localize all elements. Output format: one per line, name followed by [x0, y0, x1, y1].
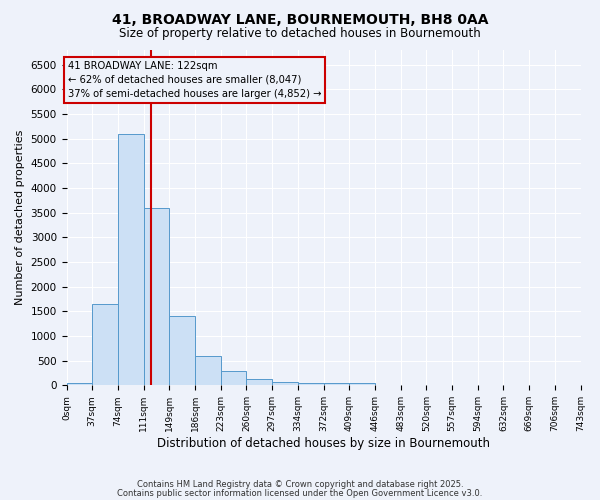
Bar: [169, 316, 195, 386]
Bar: [67, 383, 92, 386]
Bar: [272, 382, 298, 386]
Bar: [118, 134, 143, 386]
X-axis label: Distribution of detached houses by size in Bournemouth: Distribution of detached houses by size …: [157, 437, 490, 450]
Y-axis label: Number of detached properties: Number of detached properties: [15, 130, 25, 306]
Text: Contains HM Land Registry data © Crown copyright and database right 2025.: Contains HM Land Registry data © Crown c…: [137, 480, 463, 489]
Text: Size of property relative to detached houses in Bournemouth: Size of property relative to detached ho…: [119, 28, 481, 40]
Bar: [221, 370, 247, 386]
Text: 41 BROADWAY LANE: 122sqm
← 62% of detached houses are smaller (8,047)
37% of sem: 41 BROADWAY LANE: 122sqm ← 62% of detach…: [68, 61, 322, 99]
Bar: [298, 383, 323, 386]
Bar: [323, 383, 349, 386]
Text: Contains public sector information licensed under the Open Government Licence v3: Contains public sector information licen…: [118, 488, 482, 498]
Bar: [92, 304, 118, 386]
Bar: [143, 208, 169, 386]
Text: 41, BROADWAY LANE, BOURNEMOUTH, BH8 0AA: 41, BROADWAY LANE, BOURNEMOUTH, BH8 0AA: [112, 12, 488, 26]
Bar: [247, 379, 272, 386]
Bar: [349, 383, 375, 386]
Bar: [195, 356, 221, 386]
